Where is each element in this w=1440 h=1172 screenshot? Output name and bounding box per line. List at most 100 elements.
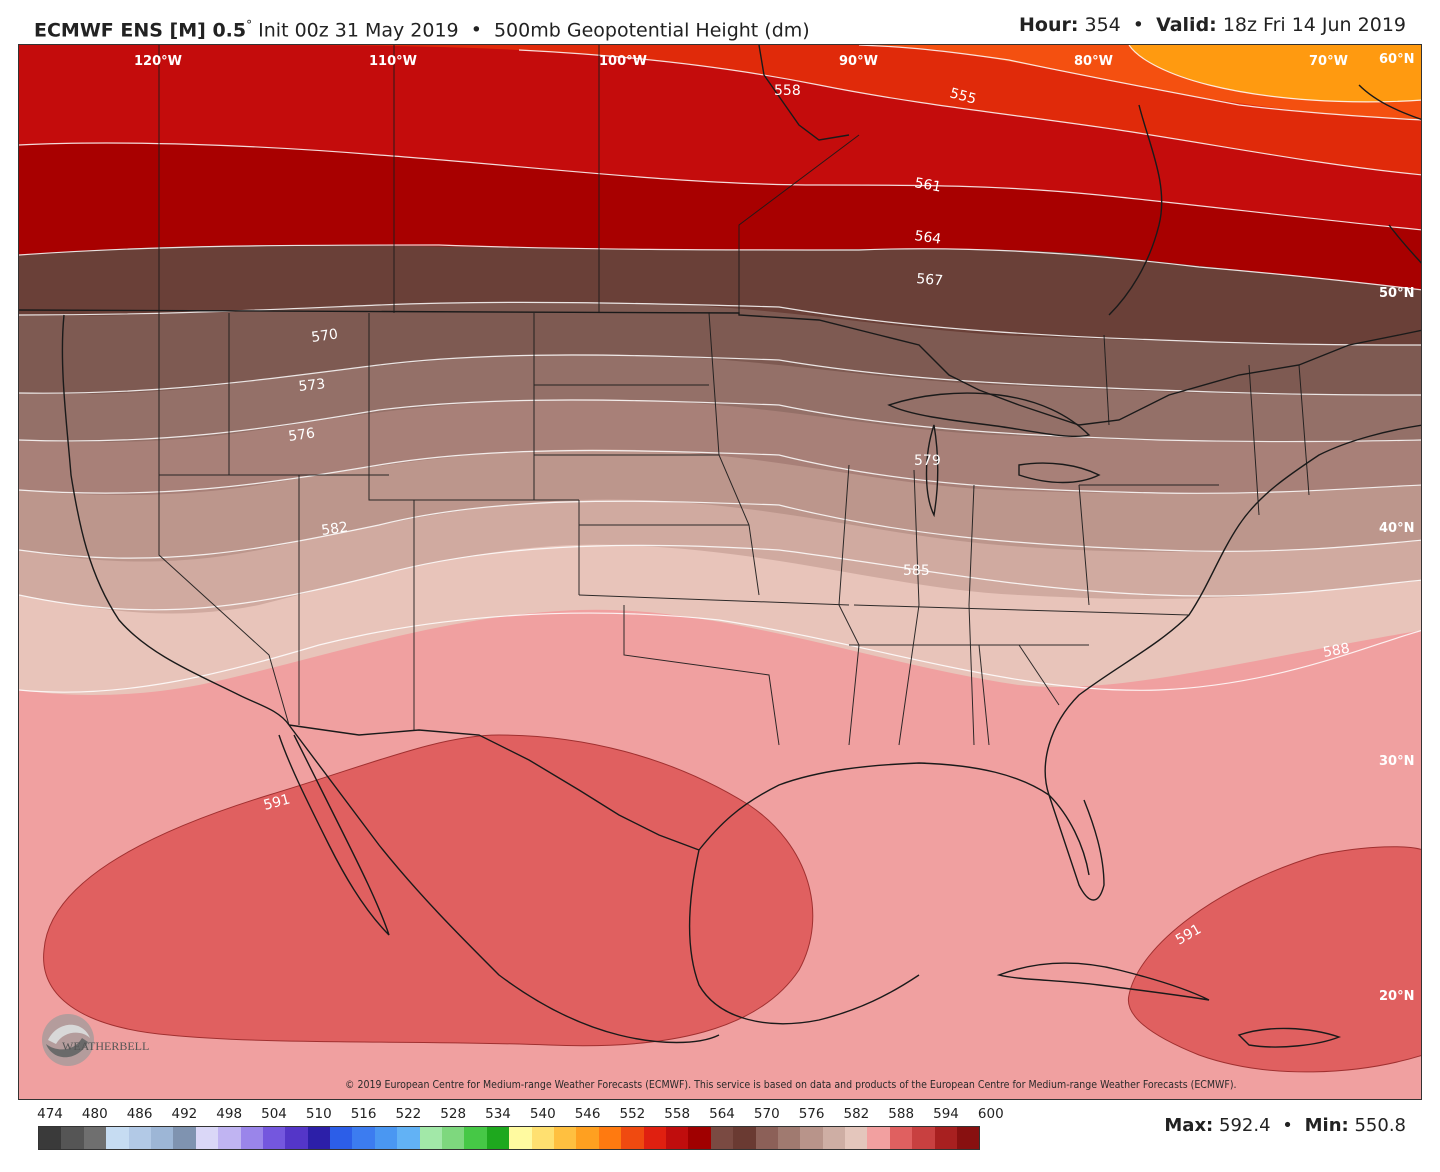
colorbar-swatch [419,1127,443,1149]
max-value: 592.4 [1219,1115,1271,1136]
colorbar-swatch [173,1127,196,1149]
colorbar-label: 486 [126,1106,153,1122]
colorbar-label: 474 [37,1106,63,1122]
graticule-labels: 120°W 110°W 100°W 90°W 80°W 70°W 60°N 50… [134,52,1414,1004]
lon-label: 100°W [599,54,647,69]
height-high-591-caribbean [1127,846,1421,1073]
contour-label: 576 [287,425,316,445]
colorbar-swatch [867,1127,890,1149]
colorbar-label: 540 [529,1106,556,1122]
colorbar-labels: 474 480 486 492 498 504 510 516 522 528 534 540 546 5… [37,1106,1028,1124]
colorbar-label: 480 [81,1106,108,1122]
field-name: 500mb Geopotential Height (dm) [493,19,810,42]
lat-label: 60°N [1379,52,1414,67]
colorbar-swatch [531,1127,554,1149]
contour-label: 582 [320,519,349,539]
min-value: 550.8 [1354,1115,1406,1136]
contour-labels: 558 555 561 564 567 570 573 576 579 582 … [262,83,1351,948]
colorbar-swatch [240,1127,263,1149]
colorbar-label: 510 [305,1106,332,1122]
colorbar-swatch [733,1127,756,1149]
model-name: ECMWF ENS [M] 0.5 [34,19,247,42]
height-high-591-west [43,734,814,1047]
colorbar-label: 564 [709,1106,735,1122]
colorbar-swatch [889,1127,913,1149]
valid-time-block: Hour: 354 • Valid: 18z Fri 14 Jun 2019 [1019,10,1406,40]
separator: • [470,19,482,42]
colorbar-swatch [598,1127,622,1149]
colorbar-label: 588 [888,1106,915,1122]
colorbar-swatch [61,1127,84,1149]
degree-mark: ° [246,18,253,32]
colorbar-swatch [307,1127,331,1149]
colorbar-swatch [218,1127,241,1149]
contour-label: 555 [948,85,978,107]
contour-label: 591 [262,791,292,813]
copyright-notice: © 2019 European Centre for Medium-range … [345,1079,1237,1091]
colorbar-swatch [957,1127,980,1149]
map-svg: 120°W 110°W 100°W 90°W 80°W 70°W 60°N 50… [19,45,1421,1099]
contour-lines [19,45,1421,693]
colorbar-swatch [397,1127,420,1149]
colorbar-swatches [38,1126,981,1150]
colorbar-swatch [822,1127,846,1149]
max-min-readout: Max: 592.4 • Min: 550.8 [1164,1115,1406,1136]
political-borders [19,45,1421,1048]
colorbar-swatch [150,1127,174,1149]
lon-label: 120°W [134,54,182,69]
colorbar-swatch [352,1127,375,1149]
lon-label: 110°W [369,54,417,69]
valid-label: Valid: [1156,14,1217,36]
max-label: Max: [1164,1115,1214,1136]
hour-label: Hour: [1018,14,1079,36]
height-band-552-555 [1129,45,1421,102]
contour-label: 558 [774,83,801,99]
contour-label: 588 [1322,641,1351,661]
contour-label: 567 [916,271,944,289]
colorbar-swatch [553,1127,577,1149]
lon-label: 80°W [1074,54,1113,69]
colorbar-label: 546 [574,1106,601,1122]
lat-label: 50°N [1379,286,1414,301]
map-title: ECMWF ENS [M] 0.5° Init 00z 31 May 2019 … [34,10,810,42]
colorbar-label: 600 [977,1106,1004,1122]
contour-label: 573 [298,376,326,395]
colorbar: 474 480 486 492 498 504 510 516 522 528 534 540 546 5… [37,1106,1028,1150]
colorbar-label: 594 [933,1106,959,1122]
min-label: Min: [1304,1115,1349,1136]
colorbar-swatch [486,1127,510,1149]
lon-label: 70°W [1309,54,1348,69]
colorbar-swatch [621,1127,644,1149]
colorbar-swatch [374,1127,398,1149]
colorbar-swatch [83,1127,107,1149]
contour-label: 585 [903,563,930,579]
colorbar-swatch [285,1127,308,1149]
colorbar-label: 552 [619,1106,646,1122]
colorbar-swatch [934,1127,958,1149]
colorbar-swatch [330,1127,353,1149]
lat-label: 20°N [1379,989,1414,1004]
colorbar-swatch [688,1127,711,1149]
colorbar-swatch [665,1127,689,1149]
colorbar-swatch [442,1127,465,1149]
contour-label: 564 [913,228,942,248]
colorbar-label: 576 [798,1106,825,1122]
colorbar-swatch [106,1127,129,1149]
contour-label: 570 [310,326,339,346]
state-borders [158,45,1310,746]
height-band-558-561 [19,45,1421,175]
init-time: Init 00z 31 May 2019 [258,19,459,42]
colorbar-label: 528 [440,1106,467,1122]
colorbar-label: 522 [395,1106,422,1122]
colorbar-swatch [777,1127,801,1149]
colorbar-swatch [464,1127,487,1149]
lat-label: 30°N [1379,754,1414,769]
colorbar-swatch [509,1127,532,1149]
contour-label: 561 [913,175,942,195]
colorbar-label: 516 [350,1106,377,1122]
colorbar-swatch [755,1127,778,1149]
hour-value: 354 [1084,14,1121,36]
colorbar-swatch [195,1127,219,1149]
weatherbell-logo: WEATHERBELL [38,1010,168,1070]
separator: • [1282,1115,1293,1136]
